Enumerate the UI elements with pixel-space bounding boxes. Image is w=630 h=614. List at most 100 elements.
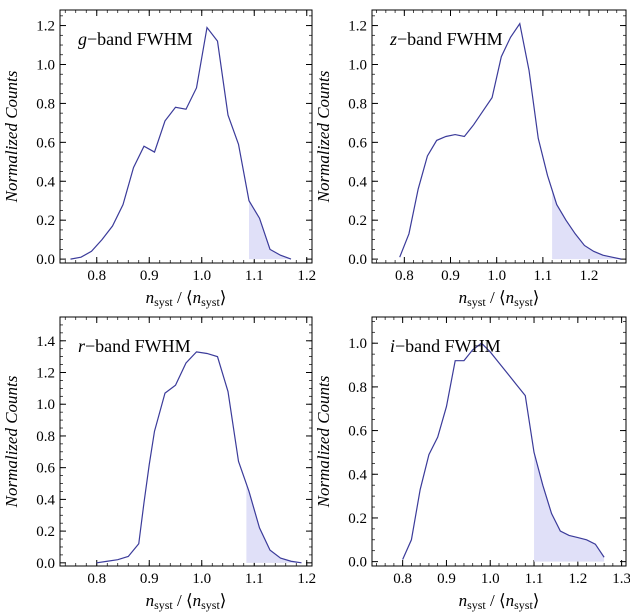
- panel-title: g−band FWHM: [78, 29, 193, 49]
- plot-frame: [371, 9, 627, 264]
- y-tick-label: 0.2: [348, 511, 367, 527]
- x-axis-label-part: syst: [514, 598, 533, 612]
- panel-title-rest: −band FWHM: [85, 336, 191, 356]
- chart-panel-r-band: 0.8 0.9 1.0 1.1 1.2 0.0 0.2 0.4 0.6 0.8 1.0 1.2 1.4 r…: [2, 316, 316, 612]
- x-tick-label: 0.9: [437, 571, 456, 587]
- y-tick-label: 1.0: [36, 57, 55, 73]
- x-tick-label: 1.1: [245, 268, 264, 284]
- x-axis-label-part: n: [459, 288, 468, 307]
- panel-title-band: z: [389, 29, 397, 49]
- x-axis-label-part: / ⟨: [486, 288, 506, 307]
- series-line: [96, 351, 302, 564]
- series-line: [70, 26, 292, 260]
- y-tick-label: 0.0: [36, 556, 55, 572]
- y-tick-label: 0.4: [36, 492, 55, 508]
- x-axis-label: nsyst / ⟨nsyst⟩: [146, 591, 227, 612]
- x-axis-label-part: / ⟨: [486, 591, 506, 610]
- x-axis-label-part: syst: [467, 598, 486, 612]
- x-tick-label: 1.1: [245, 571, 264, 587]
- panel-title-band: i: [390, 336, 395, 356]
- y-tick-label: 0.6: [348, 135, 367, 151]
- panel-title-band: g: [78, 29, 87, 49]
- chart-panel-i-band: 0.8 0.9 1.0 1.1 1.2 1.3 0.0 0.2 0.4 0.6 0.8 1.0 i−ba…: [314, 316, 630, 612]
- x-axis-label-part: / ⟨: [173, 288, 193, 307]
- x-tick-label: 0.8: [87, 268, 106, 284]
- chart-panel-g-band: 0.8 0.9 1.0 1.1 1.2 0.0 0.2 0.4 0.6 0.8 1.0 1.2 g−ba…: [2, 9, 316, 309]
- x-tick-label: 0.8: [395, 268, 414, 284]
- panel-title: i−band FWHM: [390, 336, 501, 356]
- y-axis-label: Normalized Counts: [314, 70, 333, 203]
- y-tick-label: 1.0: [348, 336, 367, 352]
- x-axis-label-part: n: [146, 591, 155, 610]
- series-line: [399, 22, 622, 260]
- y-tick-label: 1.0: [348, 57, 367, 73]
- y-tick-label: 1.4: [36, 334, 55, 350]
- x-axis-label: nsyst / ⟨nsyst⟩: [459, 288, 540, 309]
- y-tick-label: 0.2: [36, 524, 55, 540]
- x-tick-label: 0.8: [87, 571, 106, 587]
- y-tick-label: 0.4: [36, 174, 55, 190]
- x-tick-label: 1.1: [525, 571, 544, 587]
- x-axis-label-part: ⟩: [220, 288, 227, 307]
- x-tick-label: 0.9: [140, 571, 159, 587]
- x-axis-label-part: n: [459, 591, 468, 610]
- y-axis-label: Normalized Counts: [314, 375, 333, 508]
- x-axis-label: nsyst / ⟨nsyst⟩: [146, 288, 227, 309]
- y-tick-label: 0.0: [348, 252, 367, 268]
- tail-shaded-area: [249, 200, 291, 260]
- y-tick-label: 0.6: [348, 424, 367, 440]
- y-tick-label: 0.8: [36, 96, 55, 112]
- x-axis-label-part: n: [193, 288, 202, 307]
- x-tick-label: 0.9: [140, 268, 159, 284]
- x-axis-label-part: ⟩: [533, 591, 540, 610]
- x-tick-label: 1.0: [487, 268, 506, 284]
- x-tick-label: 0.9: [441, 268, 460, 284]
- x-axis-label: nsyst / ⟨nsyst⟩: [459, 591, 540, 612]
- y-tick-label: 0.6: [36, 135, 55, 151]
- y-tick-label: 1.2: [36, 19, 55, 35]
- panel-title-rest: −band FWHM: [397, 29, 503, 49]
- x-tick-label: 1.2: [580, 268, 599, 284]
- x-axis-label-part: ⟩: [533, 288, 540, 307]
- y-axis-label: Normalized Counts: [2, 375, 21, 508]
- y-tick-label: 0.2: [36, 213, 55, 229]
- tail-shaded-area: [246, 483, 302, 563]
- tail-shaded-area: [552, 190, 622, 260]
- x-axis-label-part: n: [193, 591, 202, 610]
- x-axis-label-part: syst: [467, 295, 486, 309]
- y-tick-label: 0.2: [348, 213, 367, 229]
- x-tick-label: 1.1: [533, 268, 552, 284]
- chart-panel-z-band: 0.8 0.9 1.0 1.1 1.2 0.0 0.2 0.4 0.6 0.8 1.0 1.2 z−ba…: [314, 9, 627, 309]
- y-axis-label: Normalized Counts: [2, 70, 21, 203]
- x-axis-label-part: ⟩: [220, 591, 227, 610]
- x-axis-label-part: syst: [514, 295, 533, 309]
- x-tick-label: 1.2: [297, 268, 316, 284]
- x-tick-label: 1.0: [192, 571, 211, 587]
- x-tick-label: 1.0: [192, 268, 211, 284]
- y-tick-label: 0.6: [36, 461, 55, 477]
- panel-title-band: r: [78, 336, 86, 356]
- x-axis-label-part: syst: [201, 295, 220, 309]
- x-axis-label-part: syst: [201, 598, 220, 612]
- x-axis-label-part: n: [146, 288, 155, 307]
- y-tick-label: 1.0: [36, 397, 55, 413]
- y-tick-label: 0.8: [36, 429, 55, 445]
- series-line: [402, 342, 605, 560]
- plot-frame: [59, 316, 313, 567]
- plot-frame: [59, 9, 313, 264]
- y-tick-label: 0.0: [348, 555, 367, 571]
- x-axis-label-part: syst: [154, 295, 173, 309]
- panel-title: z−band FWHM: [389, 29, 503, 49]
- y-tick-label: 0.4: [348, 174, 367, 190]
- x-axis-label-part: n: [506, 288, 515, 307]
- x-axis-label-part: / ⟨: [173, 591, 193, 610]
- x-tick-label: 1.2: [568, 571, 587, 587]
- tail-shaded-area: [534, 452, 605, 562]
- y-tick-label: 1.2: [36, 366, 55, 382]
- x-tick-label: 1.0: [481, 571, 500, 587]
- panel-title-rest: −band FWHM: [87, 29, 193, 49]
- x-tick-label: 1.3: [612, 571, 630, 587]
- y-tick-label: 1.2: [348, 19, 367, 35]
- panel-title-rest: −band FWHM: [395, 336, 501, 356]
